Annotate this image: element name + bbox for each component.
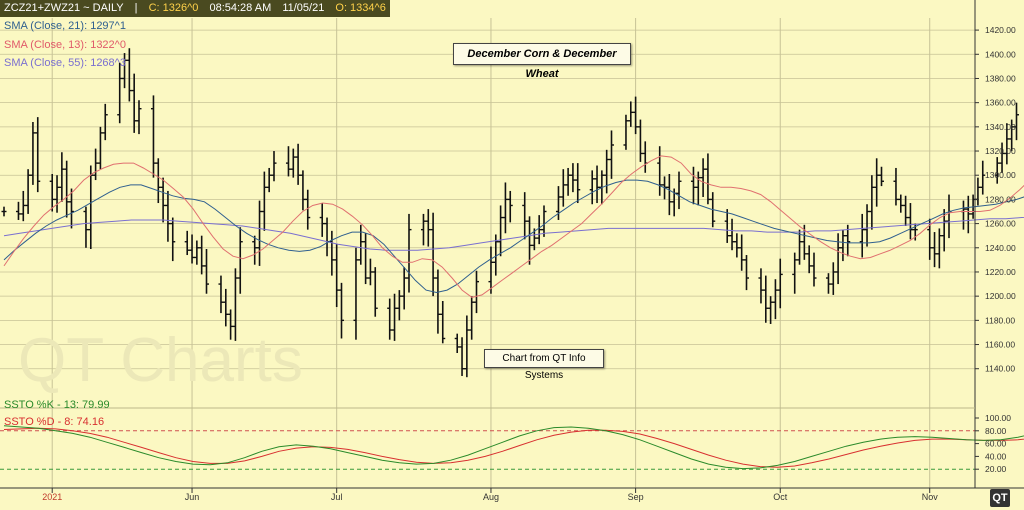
chart-title-box: December Corn & December Wheat: [453, 43, 631, 80]
price-bars: [1, 48, 1019, 378]
stochastic-panel: [0, 425, 1024, 470]
legend-sma21: SMA (Close, 21): 1297^1: [4, 20, 126, 32]
y-tick-label: 1260.00: [985, 219, 1016, 229]
y-tick-label: 1380.00: [985, 73, 1016, 83]
y-tick-label: 1140.00: [985, 364, 1015, 374]
legend-ssto-k: SSTO %K - 13: 79.99: [4, 399, 110, 411]
osc-y-tick-label: 100.00: [985, 413, 1011, 423]
symbol-label: ZCZ21+ZWZ21 ~ DAILY: [4, 2, 124, 14]
y-tick-label: 1420.00: [985, 25, 1016, 35]
y-tick-label: 1160.00: [985, 340, 1015, 350]
y-tick-label: 1220.00: [985, 267, 1016, 277]
chart-header: ZCZ21+ZWZ21 ~ DAILY | C: 1326^0 08:54:28…: [0, 0, 390, 17]
osc-y-tick-label: 80.00: [985, 426, 1007, 436]
qt-logo-icon: QT: [990, 489, 1010, 507]
y-tick-label: 1320.00: [985, 146, 1016, 156]
y-tick-label: 1200.00: [985, 291, 1016, 301]
sma13-line: [3, 155, 1024, 298]
x-tick-label: Nov: [922, 492, 939, 502]
sma21-line: [3, 179, 1024, 294]
x-tick-label: 2021: [42, 492, 62, 502]
osc-y-tick-label: 20.00: [985, 464, 1007, 474]
y-tick-label: 1280.00: [985, 194, 1016, 204]
sma55-line: [3, 216, 1024, 251]
moving-averages: [3, 155, 1024, 298]
y-tick-label: 1400.00: [985, 49, 1016, 59]
open-value: O: 1334^6: [335, 2, 386, 14]
legend-ssto-d: SSTO %D - 8: 74.16: [4, 416, 105, 428]
osc-y-tick-label: 40.00: [985, 451, 1007, 461]
y-tick-label: 1180.00: [985, 315, 1015, 325]
chart-grid: [0, 18, 975, 488]
x-tick-label: Jun: [185, 492, 200, 502]
legend-sma55: SMA (Close, 55): 1268^3: [4, 57, 126, 69]
x-tick-label: Jul: [331, 492, 343, 502]
osc-y-tick-label: 60.00: [985, 439, 1007, 449]
close-value: C: 1326^0: [148, 2, 199, 14]
header-date: 11/05/21: [282, 2, 325, 14]
legend-sma13: SMA (Close, 13): 1322^0: [4, 39, 126, 51]
watermark: QT Charts: [18, 326, 303, 395]
x-tick-label: Aug: [483, 492, 499, 502]
ssto-d-line: [3, 427, 1024, 468]
x-tick-label: Sep: [628, 492, 644, 502]
y-tick-label: 1300.00: [985, 170, 1016, 180]
y-tick-label: 1240.00: [985, 243, 1016, 253]
y-tick-label: 1360.00: [985, 98, 1016, 108]
x-tick-label: Oct: [773, 492, 788, 502]
y-tick-label: 1340.00: [985, 122, 1016, 132]
source-note-box: Chart from QT Info Systems: [484, 349, 604, 381]
ssto-k-line: [3, 425, 1024, 470]
header-separator: |: [134, 2, 138, 14]
header-time: 08:54:28 AM: [209, 2, 272, 14]
